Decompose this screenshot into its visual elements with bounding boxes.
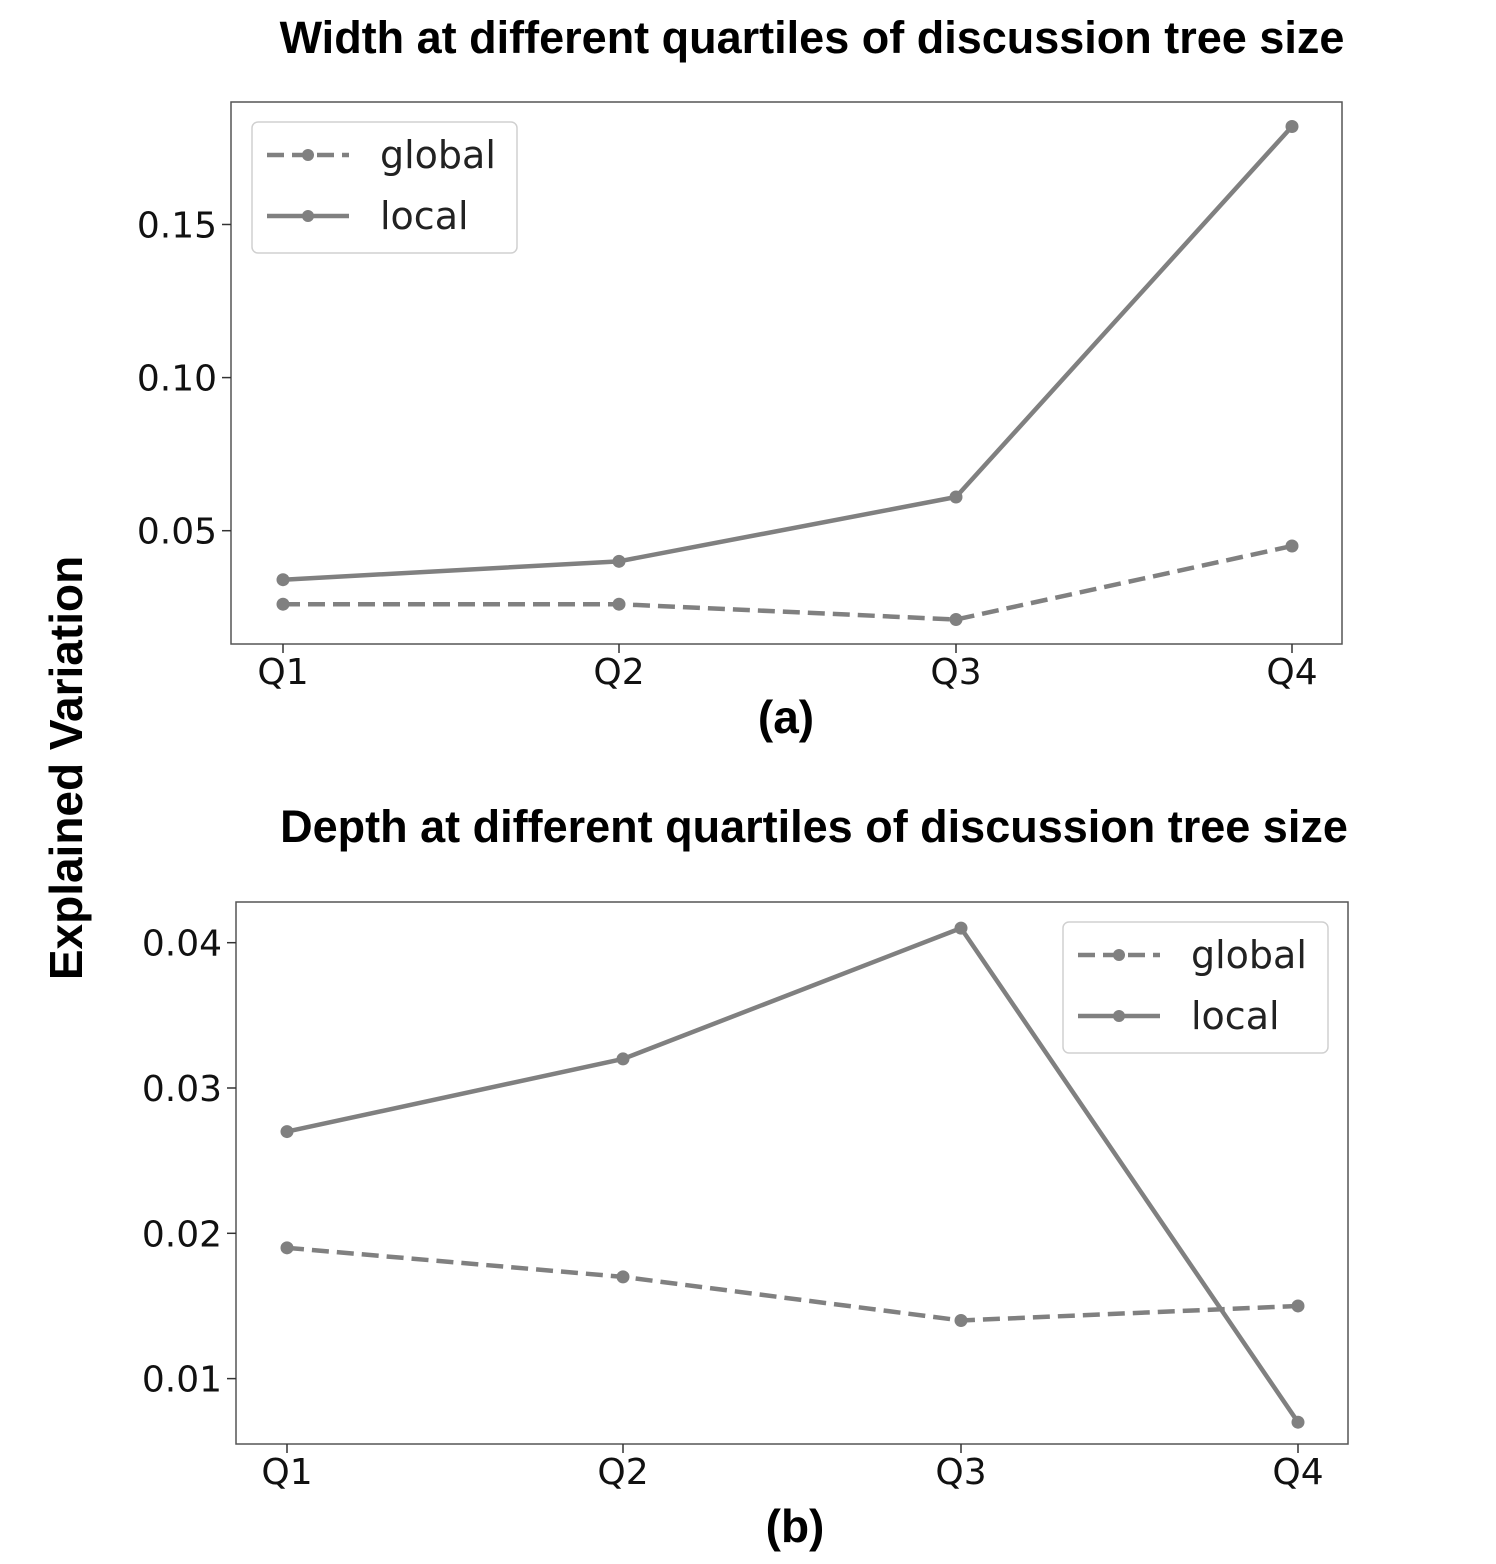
chart-title: Depth at different quartiles of discussi… <box>280 801 1348 852</box>
chart-title: Width at different quartiles of discussi… <box>280 12 1345 63</box>
panel-label: (a) <box>758 691 814 743</box>
y-tick-label: 0.04 <box>142 924 222 965</box>
data-point-local <box>949 490 963 504</box>
data-point-global <box>280 1241 294 1255</box>
legend-marker-global <box>1113 949 1125 961</box>
y-tick-label: 0.02 <box>142 1214 222 1255</box>
data-point-global <box>949 613 963 627</box>
x-tick-label: Q4 <box>1266 652 1317 693</box>
data-point-local <box>1285 119 1299 133</box>
shared-y-axis-label: Explained Variation <box>40 556 92 980</box>
y-tick-label: 0.03 <box>142 1069 222 1110</box>
data-point-global <box>612 597 626 611</box>
legend-label-global: global <box>1191 933 1307 977</box>
chart-width: Width at different quartiles of discussi… <box>137 12 1345 743</box>
data-point-local <box>1291 1415 1305 1429</box>
data-point-local <box>616 1052 630 1066</box>
x-tick-label: Q2 <box>597 1452 648 1493</box>
x-tick-label: Q3 <box>935 1452 986 1493</box>
data-point-local <box>954 921 968 935</box>
series-line-local <box>282 124 1294 582</box>
y-tick-label: 0.15 <box>137 205 217 246</box>
y-tick-label: 0.10 <box>137 359 217 400</box>
data-point-global <box>1285 539 1299 553</box>
legend-marker-local <box>302 210 314 222</box>
series-line-global <box>283 543 1293 622</box>
legend-label-local: local <box>380 194 469 238</box>
series-line-global <box>286 1245 1299 1323</box>
panel-label: (b) <box>766 1500 825 1552</box>
y-tick-label: 0.05 <box>137 512 217 553</box>
data-point-global <box>1291 1299 1305 1313</box>
legend-label-local: local <box>1191 994 1280 1038</box>
data-point-global <box>616 1270 630 1284</box>
series-line-local <box>286 925 1300 1424</box>
x-tick-label: Q1 <box>257 652 308 693</box>
chart-depth: Depth at different quartiles of discussi… <box>142 801 1349 1552</box>
x-tick-label: Q2 <box>593 652 644 693</box>
x-tick-label: Q1 <box>261 1452 312 1493</box>
data-point-local <box>612 554 626 568</box>
plot-frame <box>230 101 1343 645</box>
legend-marker-local <box>1113 1010 1125 1022</box>
data-point-local <box>280 1125 294 1139</box>
x-tick-label: Q4 <box>1272 1452 1323 1493</box>
y-tick-label: 0.01 <box>142 1360 222 1401</box>
legend-marker-global <box>302 149 314 161</box>
data-point-global <box>954 1313 968 1327</box>
data-point-global <box>276 597 290 611</box>
x-tick-label: Q3 <box>930 652 981 693</box>
data-point-local <box>276 573 290 587</box>
plot-frame <box>235 901 1349 1445</box>
legend-label-global: global <box>380 133 496 177</box>
